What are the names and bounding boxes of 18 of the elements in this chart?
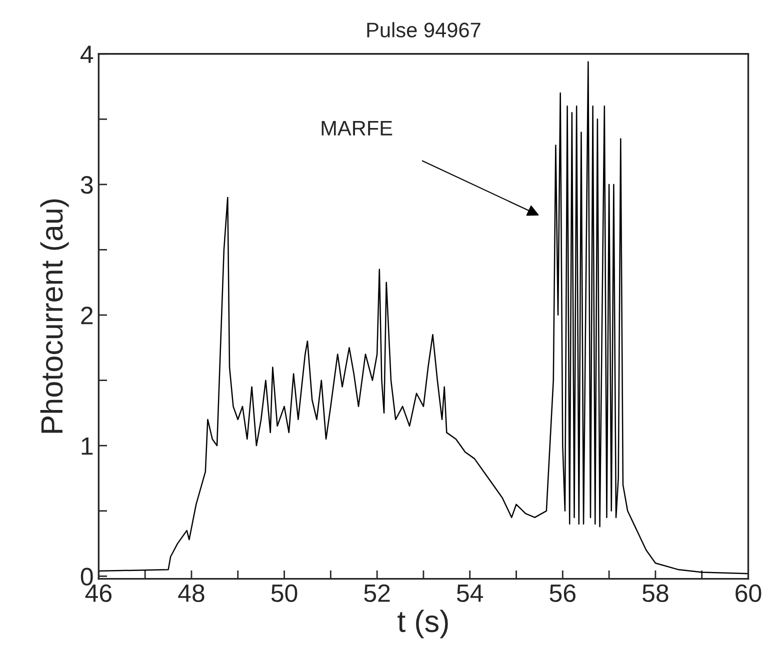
x-tick-label: 56 bbox=[550, 584, 576, 602]
x-tick-label: 48 bbox=[178, 584, 204, 602]
x-axis-title: t (s) bbox=[398, 610, 448, 638]
y-tick-label: 0 bbox=[80, 568, 93, 586]
chart-title: Pulse 94967 bbox=[367, 22, 480, 38]
line-series bbox=[98, 61, 748, 574]
x-tick-label: 46 bbox=[85, 584, 112, 602]
y-tick-label: 2 bbox=[81, 306, 93, 324]
x-tick-label: 60 bbox=[736, 584, 762, 602]
y-tick-label: 1 bbox=[82, 437, 93, 455]
x-tick-label: 54 bbox=[456, 584, 484, 602]
x-tick-label: 50 bbox=[271, 584, 298, 602]
annotation: MARFE bbox=[322, 121, 392, 136]
y-axis-title: Photocurrent (au) bbox=[40, 199, 69, 433]
y-tick-label: 3 bbox=[80, 176, 93, 194]
y-tick-label: 4 bbox=[80, 46, 94, 63]
x-tick-label: 52 bbox=[364, 584, 390, 602]
x-tick-label: 58 bbox=[642, 584, 668, 602]
